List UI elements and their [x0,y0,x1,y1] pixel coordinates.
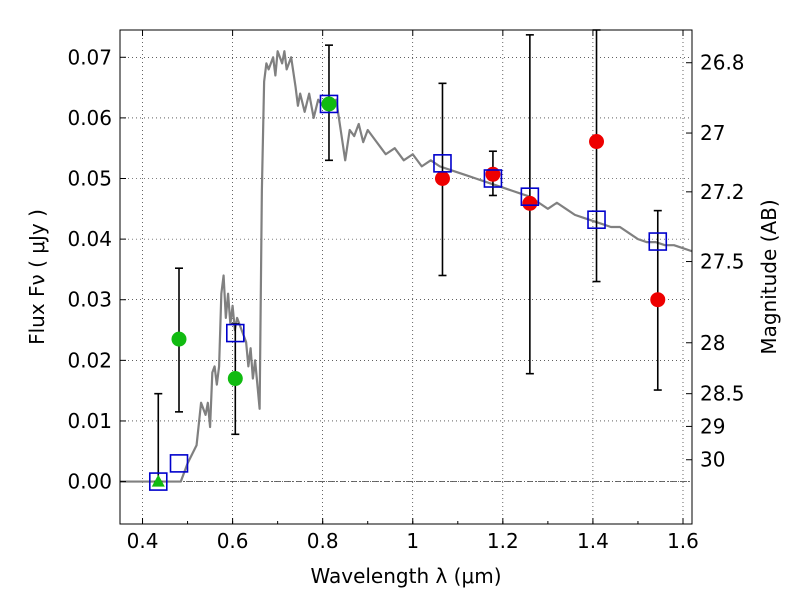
y-tick-label: 0.01 [67,409,112,433]
x-tick-label: 0.6 [217,529,249,553]
x-axis-label: Wavelength λ (μm) [310,564,501,588]
model-band-box [169,454,189,473]
red-point [434,171,450,187]
y-tick-label: 0.00 [67,470,112,494]
magnitude-tick-label: 26.8 [700,51,745,75]
model-sed-layer [120,50,692,483]
x-tick-label: 1.6 [667,529,699,553]
model-band-box [226,323,245,343]
magnitude-tick-label: 29 [700,414,725,438]
data-point-layer [151,96,666,487]
model-band-box [319,94,339,114]
green-triangle-point [151,474,165,487]
model-band-box [148,472,168,491]
error-bar-layer [154,29,662,483]
x-tick-label: 0.4 [127,529,159,553]
x-tick-label: 1 [406,529,419,553]
x-tick-label: 1.2 [487,529,519,553]
model-band-box [648,232,668,251]
model-band-layer [148,94,668,491]
green-point [227,371,243,387]
red-point [522,195,538,211]
grid-layer [120,30,692,524]
y-axis-label: Flux Fν ( μJy ) [25,209,49,345]
x-tick-label: 0.8 [307,529,339,553]
model-band-box [483,169,503,188]
green-point [171,331,187,347]
model-band-box [520,187,540,206]
red-point [650,292,666,308]
red-point [589,134,605,150]
model-band-box [587,210,606,230]
magnitude-tick-label: 30 [700,448,725,472]
y-tick-label: 0.04 [67,227,112,251]
y-tick-label: 0.06 [67,106,112,130]
x-tick-label: 1.4 [577,529,609,553]
red-point [485,166,501,182]
tick-layer: 0.4 0.6 0.8 1 1.2 1.4 1.6 0.00 0.01 0.02 0.03 0.04 0… [67,30,745,553]
magnitude-tick-label: 28.5 [700,382,745,406]
y-tick-label: 0.03 [67,288,112,312]
green-point [321,96,337,112]
magnitude-tick-label: 27.5 [700,250,745,274]
y-tick-label: 0.07 [67,45,112,69]
y-tick-label: 0.02 [67,348,112,372]
model-band-box [433,154,452,173]
magnitude-tick-label: 28 [700,331,725,355]
plot-frame [119,29,693,525]
y2-axis-label: Magnitude (AB) [757,199,781,354]
model-sed-curve [120,50,692,483]
magnitude-tick-label: 27.2 [700,180,745,204]
magnitude-tick-label: 27 [700,121,725,145]
y-tick-label: 0.05 [67,167,112,191]
